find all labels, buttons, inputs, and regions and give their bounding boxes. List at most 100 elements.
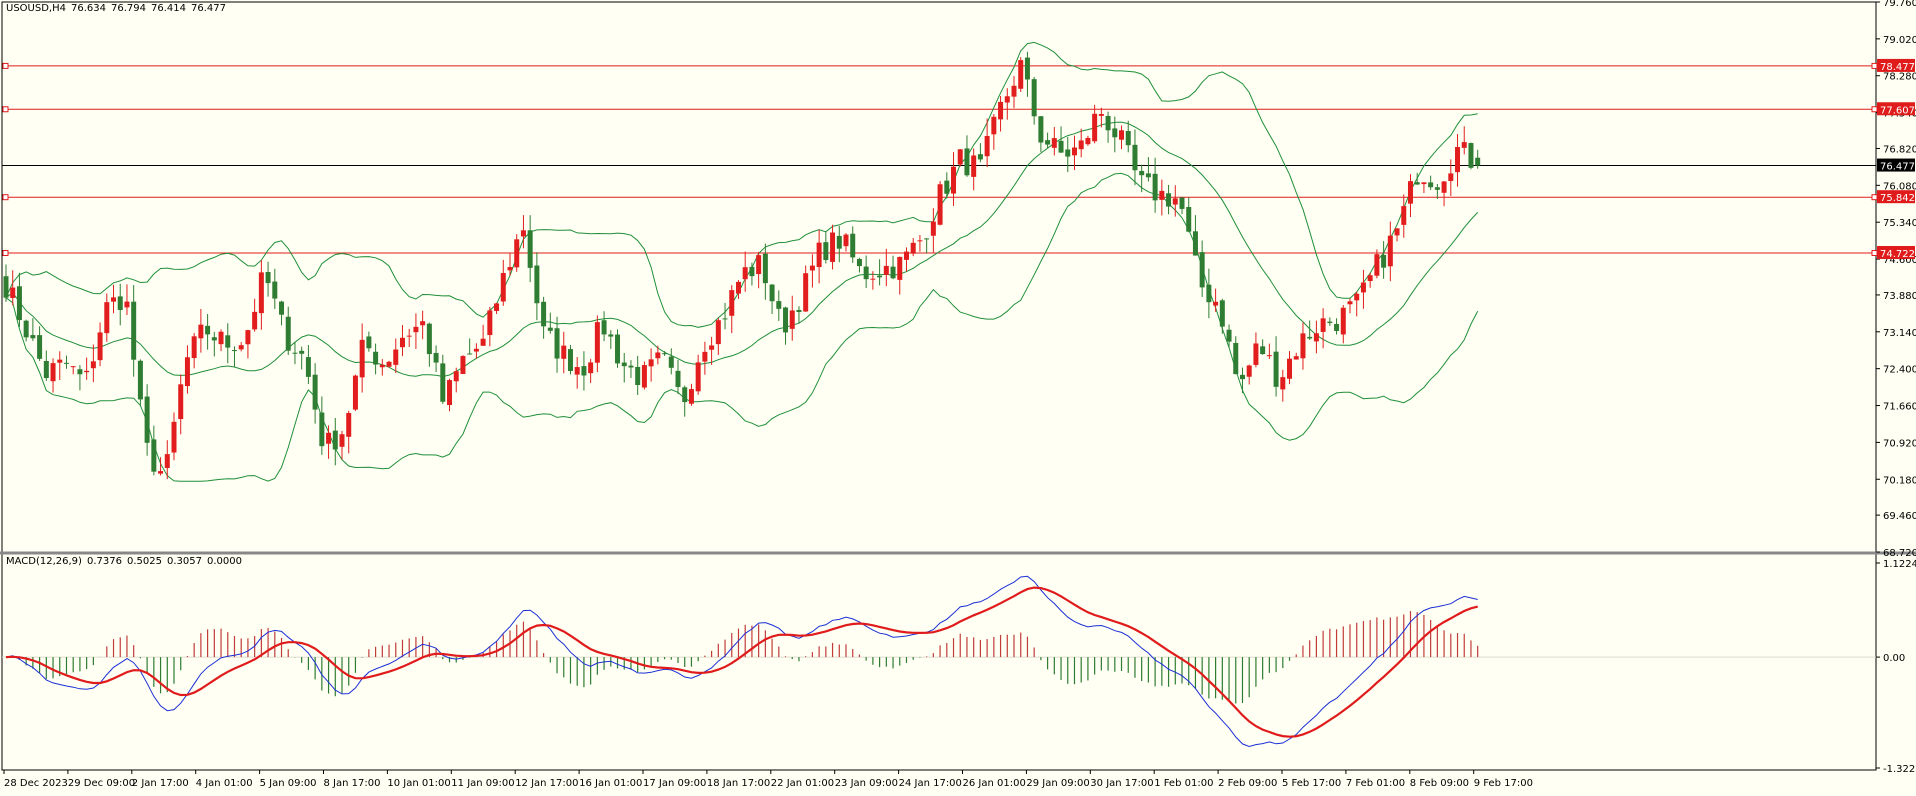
candle-body (285, 316, 291, 351)
candle-body (1414, 182, 1420, 185)
candle-body (863, 266, 869, 280)
candle-body (809, 265, 815, 271)
candle-body (1367, 275, 1373, 282)
level-price-tag-label: 74.722 (1880, 249, 1915, 260)
time-axis-label: 22 Jan 01:00 (771, 778, 834, 789)
candle-body (1058, 140, 1064, 153)
time-axis-label: 10 Jan 01:00 (387, 778, 450, 789)
candle-body (460, 356, 466, 374)
candle-body (816, 242, 822, 268)
time-axis-label: 28 Dec 2023 (4, 778, 68, 789)
time-axis-label: 24 Jan 17:00 (899, 778, 962, 789)
candle-body (151, 439, 157, 472)
candle-body (1307, 336, 1313, 339)
candle-body (373, 351, 379, 365)
candle-body (554, 328, 560, 359)
candle-body (326, 432, 332, 444)
candle-body (648, 359, 654, 367)
candle-body (903, 251, 909, 260)
candle-body (104, 302, 110, 334)
candle-body (379, 364, 385, 368)
candle-body (178, 384, 184, 420)
candle-body (1145, 173, 1151, 178)
price-axis-label: 72.400 (1883, 365, 1916, 376)
candle-body (111, 297, 117, 302)
candle-body (238, 345, 244, 350)
candle-body (641, 365, 647, 388)
time-axis-label: 12 Jan 17:00 (515, 778, 578, 789)
candle-body (1441, 181, 1447, 193)
time-axis-label: 5 Jan 09:00 (260, 778, 317, 789)
time-axis-label: 16 Jan 01:00 (579, 778, 642, 789)
candle-body (440, 363, 446, 402)
candle-body (843, 234, 849, 247)
candle-body (930, 221, 936, 236)
candle-body (547, 327, 553, 331)
candle-body (205, 325, 211, 335)
candle-body (1239, 374, 1245, 380)
candle-body (164, 454, 170, 468)
candle-body (366, 336, 372, 349)
time-axis-label: 2 Jan 17:00 (132, 778, 189, 789)
time-axis-label: 1 Feb 01:00 (1154, 778, 1213, 789)
candle-body (231, 350, 237, 352)
price-axis-label: 73.140 (1883, 328, 1916, 339)
candle-body (1031, 79, 1037, 117)
candle-body (184, 357, 190, 387)
candle-body (359, 339, 365, 378)
candle-body (1347, 301, 1353, 305)
candle-body (1381, 254, 1387, 268)
candle-body (850, 233, 856, 258)
candle-body (1045, 140, 1051, 145)
candle-body (1199, 252, 1205, 288)
candle-body (588, 362, 594, 374)
candle-body (480, 338, 486, 346)
candle-body (1287, 358, 1293, 379)
candle-body (722, 318, 728, 320)
candle-body (1340, 307, 1346, 335)
candle-body (682, 387, 688, 403)
candle-body (924, 238, 930, 240)
extra-value: 0.0000 (206, 556, 242, 567)
candle-body (57, 359, 63, 363)
price-axis-label: 79.760 (1883, 0, 1916, 9)
candle-body (1387, 235, 1393, 267)
candle-body (1327, 321, 1333, 323)
candle-body (615, 334, 621, 364)
candle-body (507, 267, 513, 271)
candle-body (218, 331, 224, 345)
candle-body (420, 321, 426, 326)
time-axis-label: 5 Feb 17:00 (1282, 778, 1341, 789)
candle-body (749, 266, 755, 277)
candle-body (776, 301, 782, 309)
candle-body (1273, 351, 1279, 387)
candle-body (1394, 228, 1400, 236)
time-axis-label: 9 Feb 17:00 (1474, 778, 1533, 789)
candle-body (494, 303, 500, 311)
candle-body (991, 116, 997, 135)
candle-body (897, 256, 903, 280)
price-axis-label: 71.660 (1883, 402, 1916, 413)
price-axis-label: 70.180 (1883, 475, 1916, 486)
candle-body (433, 352, 439, 363)
candle-body (43, 360, 49, 379)
candle-body (870, 278, 876, 280)
time-axis-label: 2 Feb 09:00 (1218, 778, 1277, 789)
candle-body (1401, 206, 1407, 225)
candle-body (715, 320, 721, 345)
candle-body (742, 267, 748, 280)
candle-body (1206, 284, 1212, 303)
candle-body (97, 332, 103, 361)
time-axis-label: 17 Jan 09:00 (643, 778, 706, 789)
candle-body (467, 353, 473, 355)
time-axis-label: 23 Jan 09:00 (835, 778, 898, 789)
candle-body (1051, 138, 1057, 148)
level-handle-right (1871, 194, 1878, 201)
candle-body (245, 330, 251, 345)
candle-body (675, 370, 681, 387)
candle-body (1280, 377, 1286, 390)
candle-body (1313, 333, 1319, 342)
candle-body (998, 101, 1004, 120)
candle-body (1119, 130, 1125, 140)
